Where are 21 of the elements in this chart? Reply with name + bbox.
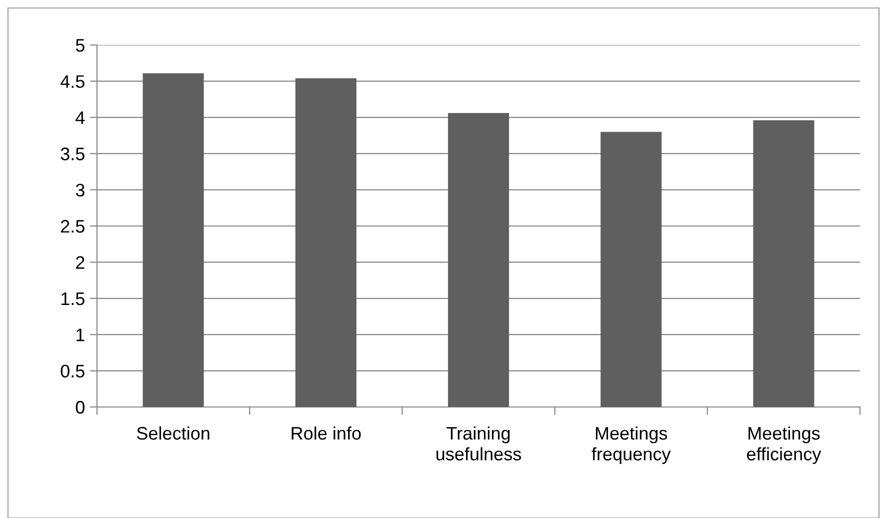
- y-tick-label: 5: [76, 39, 84, 52]
- x-tick-label: Training usefulness: [436, 426, 522, 460]
- y-tick-label: 1.5: [61, 292, 84, 306]
- y-tick-label: 2: [76, 256, 84, 269]
- x-tick-label: Selection: [136, 426, 210, 440]
- bar: [448, 113, 510, 407]
- y-tick-label: 2.5: [61, 220, 84, 233]
- x-tick-label: Meetings frequency: [592, 426, 671, 464]
- x-tick-label: Meetings efficiency: [746, 426, 822, 464]
- bar: [600, 132, 662, 407]
- y-tick-label: 0: [76, 400, 84, 414]
- x-tick-label: Role info: [292, 426, 361, 440]
- y-tick-label: 4: [76, 112, 85, 124]
- y-tick-label: 3: [76, 184, 84, 197]
- y-tick-label: 1: [76, 328, 84, 342]
- bar: [753, 120, 814, 407]
- y-tick-label: 3.5: [60, 148, 84, 160]
- y-tick-label: 0.5: [60, 364, 84, 378]
- bar: [295, 78, 356, 407]
- y-tick-label: 4.5: [60, 75, 84, 88]
- bar: [142, 73, 204, 407]
